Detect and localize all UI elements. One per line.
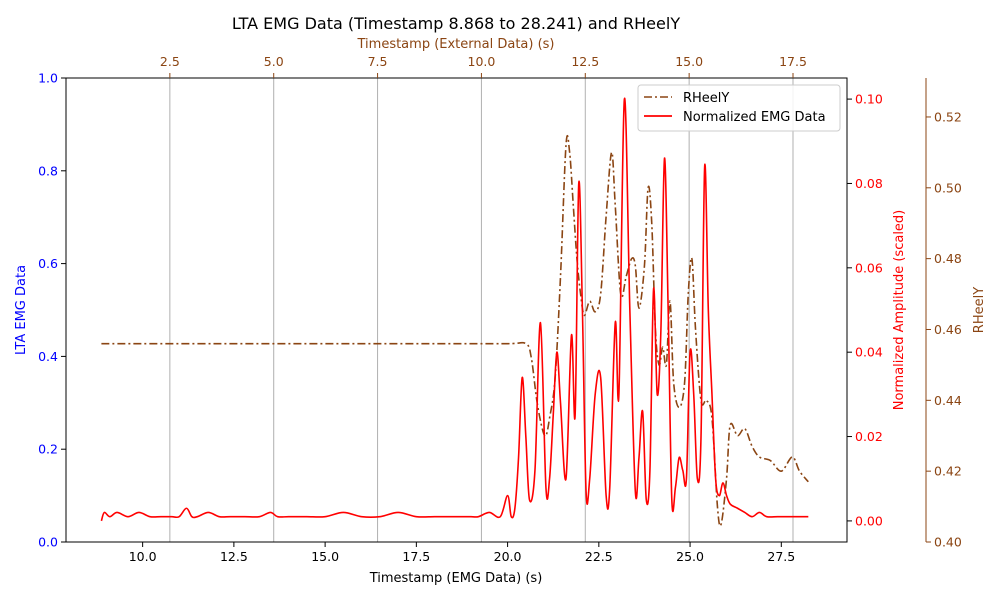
x-tick-label: 25.0 (676, 549, 704, 564)
x-tick-label: 22.5 (585, 549, 613, 564)
far-right-y-axis-label: RHeelY (972, 287, 987, 333)
top-x-tick-label: 12.5 (571, 54, 599, 69)
right-y-tick-label: 0.02 (855, 429, 883, 444)
left-y-tick-label: 0.0 (38, 535, 58, 550)
right-y-tick-label: 0.08 (855, 176, 883, 191)
plot-frame (65, 77, 848, 543)
far-right-y-tick-label: 0.52 (934, 109, 962, 124)
far-right-y-tick-label: 0.50 (934, 180, 962, 195)
legend: RHeelY Normalized EMG Data (637, 84, 841, 132)
right-y-tick-label: 0.06 (855, 260, 883, 275)
far-right-y-tick-label: 0.42 (934, 464, 962, 479)
x-tick-label: 20.0 (494, 549, 522, 564)
right-y-axis-label: Normalized Amplitude (scaled) (892, 210, 907, 411)
far-right-y-tick-label: 0.40 (934, 535, 962, 550)
right-y-tick-label: 0.00 (855, 513, 883, 528)
left-y-tick-label: 0.8 (38, 163, 58, 178)
top-x-tick-label: 5.0 (264, 54, 284, 69)
top-x-tick-label: 15.0 (675, 54, 703, 69)
right-y-tick-label: 0.10 (855, 92, 883, 107)
left-y-tick-label: 0.6 (38, 256, 58, 271)
x-tick-label: 27.5 (767, 549, 795, 564)
top-x-tick-label: 7.5 (368, 54, 388, 69)
top-x-tick-label: 10.0 (468, 54, 496, 69)
legend-label-emg: Normalized EMG Data (683, 110, 826, 125)
far-right-y-tick-label: 0.48 (934, 251, 962, 266)
chart-title: LTA EMG Data (Timestamp 8.868 to 28.241)… (232, 14, 680, 33)
series-layer (100, 97, 809, 527)
x-tick-label: 10.0 (129, 549, 157, 564)
far-right-y-tick-label: 0.44 (934, 393, 962, 408)
axes-layer: 2.5 5.0 7.5 10.0 12.5 15.0 17.5 10.0 12.5 15.0 17.… (38, 54, 962, 564)
grid-lines (169, 78, 794, 542)
x-tick-label: 12.5 (220, 549, 248, 564)
left-y-tick-label: 0.4 (38, 349, 58, 364)
series-line-rheely (101, 135, 809, 527)
top-x-tick-label: 2.5 (160, 54, 180, 69)
left-y-tick-label: 1.0 (38, 71, 58, 86)
far-right-y-tick-label: 0.46 (934, 322, 962, 337)
top-x-tick-label: 17.5 (779, 54, 807, 69)
legend-label-rheely: RHeelY (683, 91, 729, 106)
right-y-tick-label: 0.04 (855, 345, 883, 360)
x-tick-label: 17.5 (402, 549, 430, 564)
legend-box (637, 84, 841, 132)
left-y-axis-label: LTA EMG Data (14, 265, 29, 355)
x-tick-label: 15.0 (311, 549, 339, 564)
top-x-axis-label: Timestamp (External Data) (s) (357, 37, 555, 52)
x-axis-label: Timestamp (EMG Data) (s) (369, 571, 543, 586)
left-y-tick-label: 0.2 (38, 442, 58, 457)
series-line-normalized-emg (100, 97, 809, 522)
